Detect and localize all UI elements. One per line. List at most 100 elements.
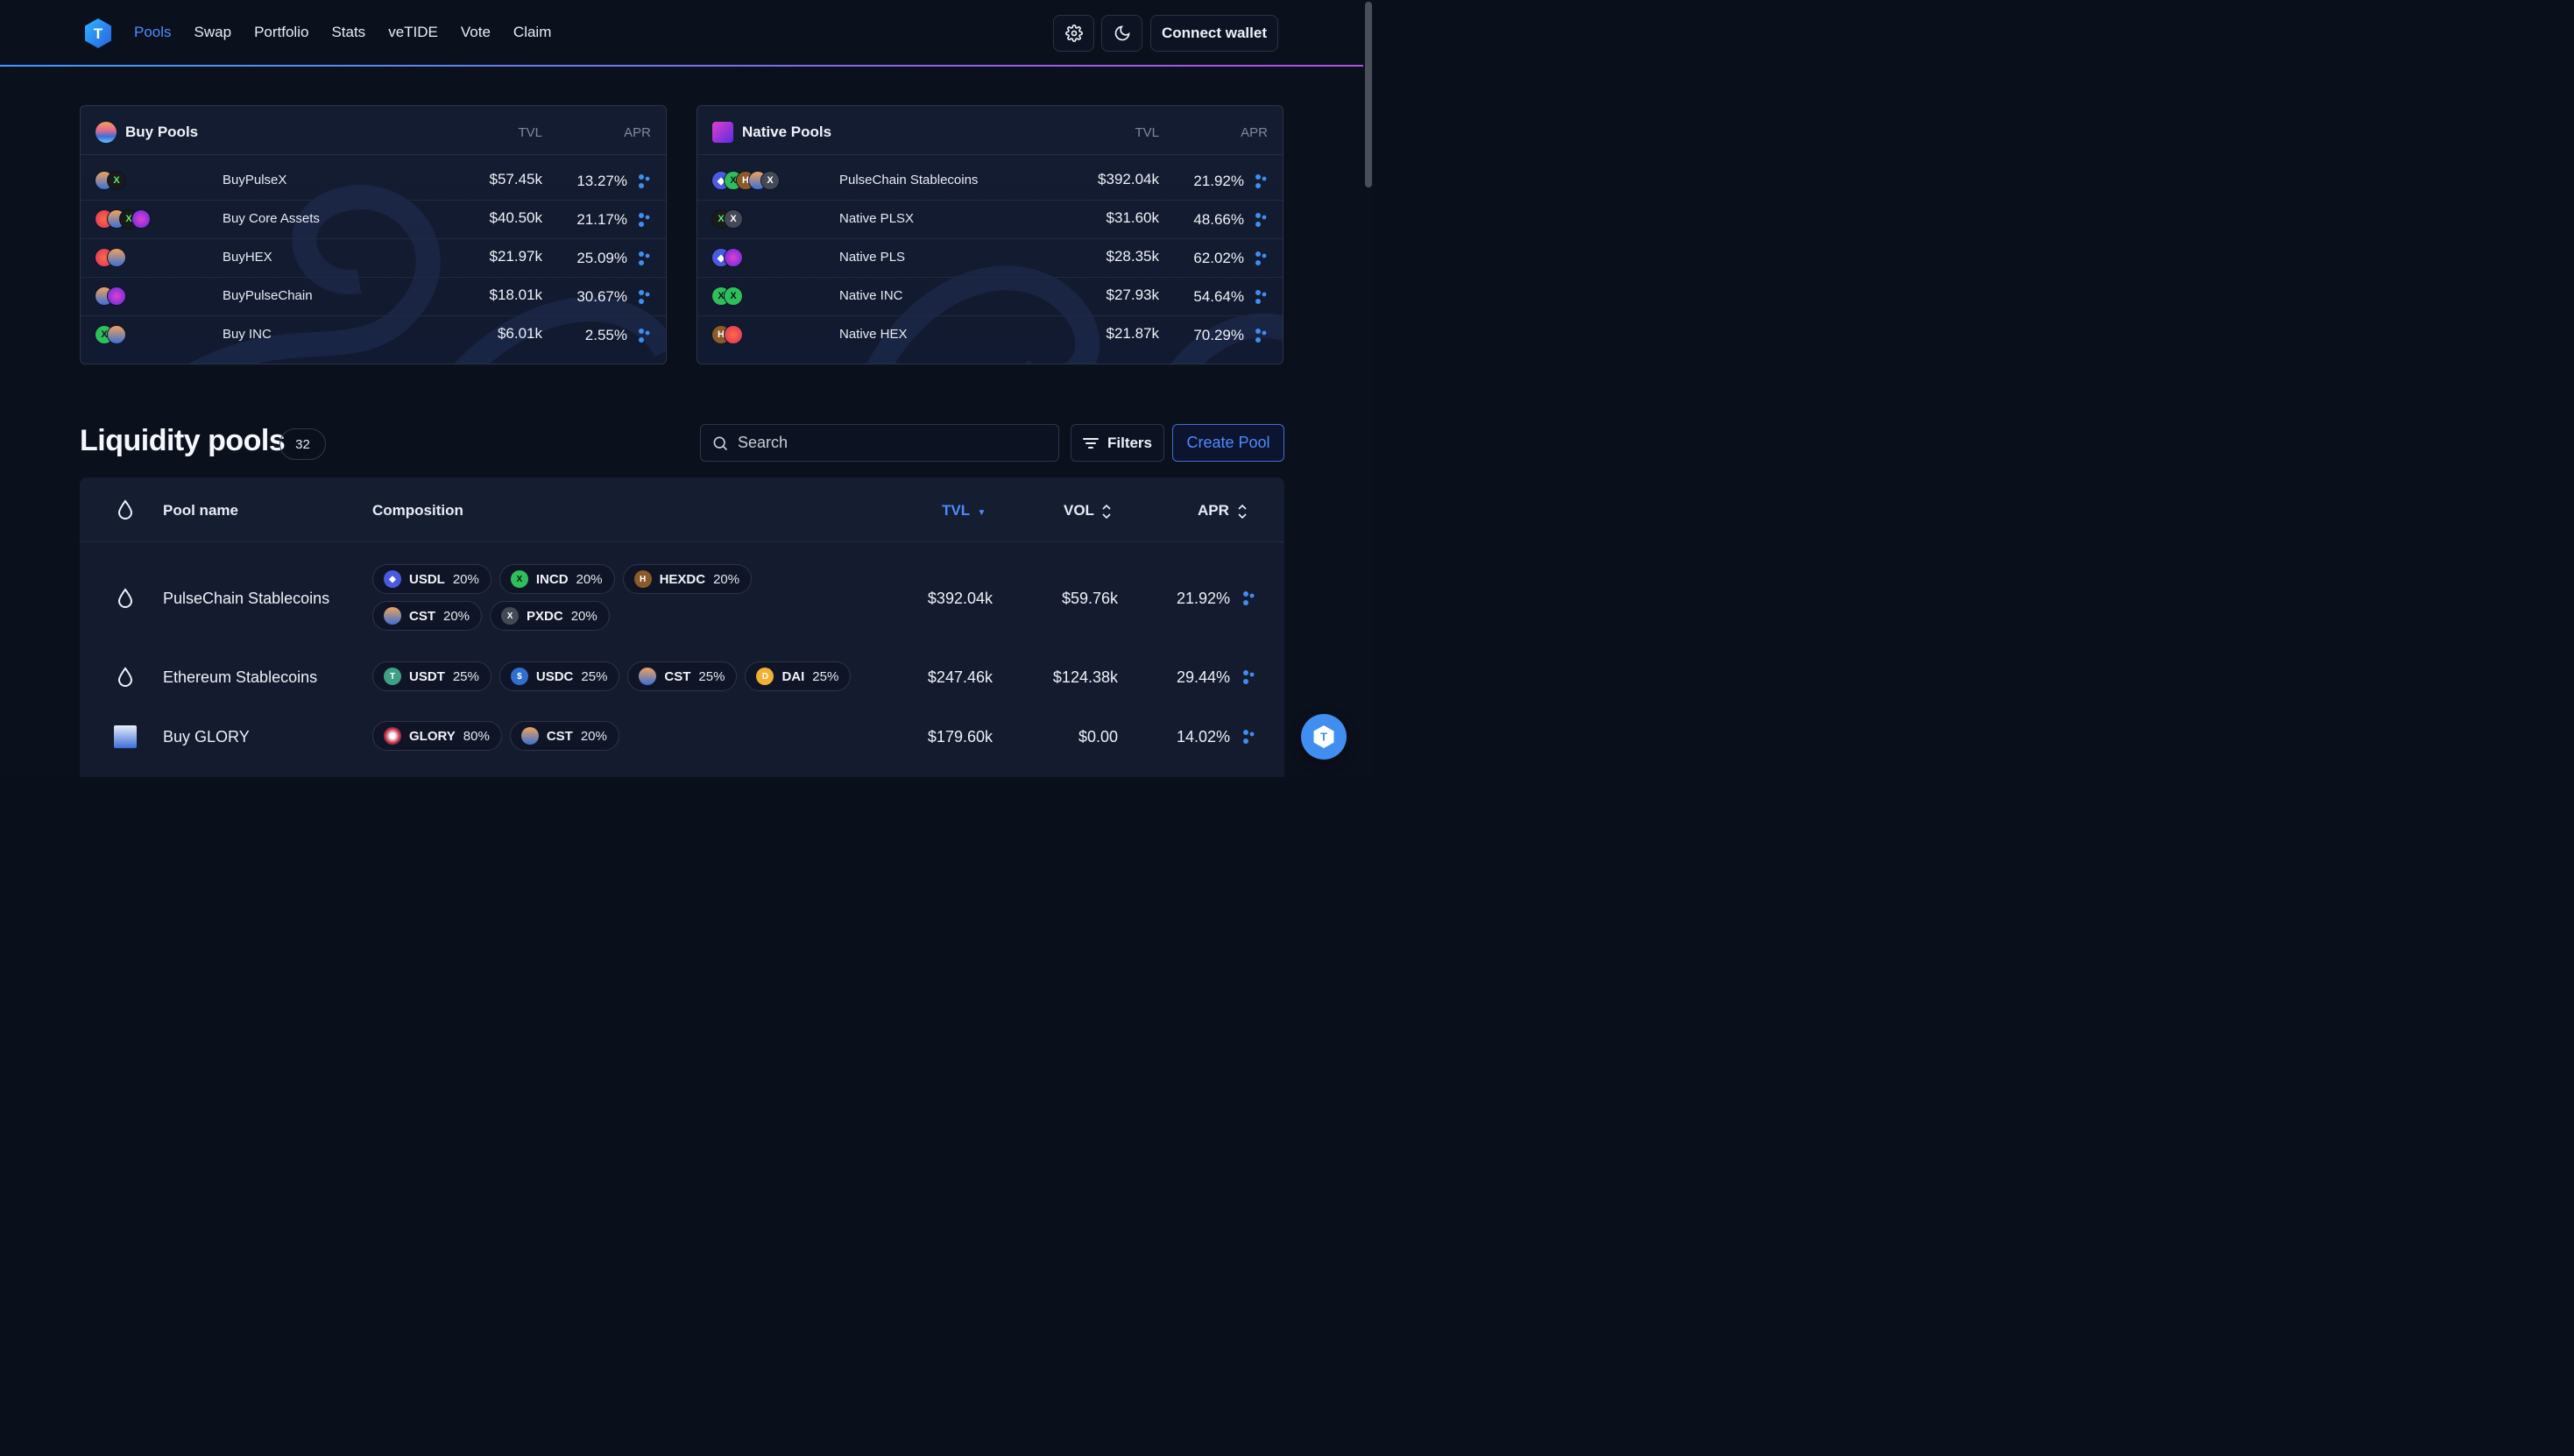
scrollbar-thumb[interactable] [1365,2,1372,187]
sort-desc-icon: ▼ [977,508,986,518]
col-vol[interactable]: VOL [1064,502,1112,520]
token-symbol: HEXDC [659,571,706,587]
token-chip: CST 20% [509,721,619,751]
token-weight: 20% [452,571,479,587]
pool-name: PulseChain Stablecoins [839,173,979,187]
pool-tvl: $28.35k [1106,248,1160,265]
col-apr-label: APR [1198,502,1229,519]
pool-row[interactable]: ◆ Native PLS $28.35k 62.02% [697,238,1283,278]
usdt-token-icon: T [384,668,401,685]
composition: T USDT 25% $ USDC 25% CST 25% D DAI 25% [372,661,898,691]
pool-count-badge: 32 [279,428,326,460]
dai-token-icon: D [756,668,774,685]
nav-claim[interactable]: Claim [513,24,552,40]
col-pool-name[interactable]: Pool name [163,502,238,519]
incd-token-icon: X [510,570,528,588]
pool-tvl: $247.46k [927,668,993,686]
table-row[interactable]: PulseChain Stablecoins ◆ USDL 20% X INCD 20%… [80,541,1284,664]
help-fab-button[interactable]: T [1301,714,1347,760]
pool-row[interactable]: X Buy Core Assets $40.50k 21.17% [81,200,666,239]
svg-text:T: T [1320,731,1327,744]
col-tvl-label: TVL [942,502,970,519]
filters-label: Filters [1107,434,1153,451]
nav-vote[interactable]: Vote [460,24,491,40]
pool-apr: 21.17% [576,211,627,228]
nav-stats[interactable]: Stats [331,24,366,40]
pool-tvl: $40.50k [489,209,543,226]
connect-wallet-button[interactable]: Connect wallet [1150,15,1278,52]
settings-button[interactable] [1053,15,1094,52]
pool-apr: 62.02% [1193,250,1244,266]
token-weight: 20% [713,571,740,587]
apr-dots-icon [639,329,650,343]
apr-dots-icon [1255,251,1267,265]
tide-logo[interactable]: T [83,18,113,49]
nav-portfolio[interactable]: Portfolio [254,24,309,40]
moon-icon [1114,25,1130,41]
pool-row[interactable]: X Buy INC $6.01k 2.55% [81,315,666,354]
create-pool-button[interactable]: Create Pool [1172,424,1284,462]
token-chip: GLORY 80% [372,721,502,751]
token-chip: X PXDC 20% [490,601,610,631]
token-chip: H HEXDC 20% [622,564,753,594]
pool-row[interactable]: BuyPulseChain $18.01k 30.67% [81,277,666,316]
cst-token-icon [639,668,657,685]
apr-dots-icon [1255,329,1267,343]
search-icon [713,436,728,450]
pool-tvl: $179.60k [927,728,993,746]
token-symbol: CST [546,728,573,744]
table-row[interactable]: Buy GLORY GLORY 80% CST 20% $179.60k $0.00… [80,721,1284,777]
buy-pools-card: Buy Pools TVL APR X BuyPulseX $57.45k 13… [80,105,667,364]
apr-dots-icon[interactable] [1242,590,1255,606]
pool-apr: 25.09% [576,250,627,266]
col-apr: APR [624,125,651,140]
apr-dots-icon[interactable] [1242,729,1255,745]
col-apr[interactable]: APR [1198,502,1248,520]
drop-icon [117,667,133,687]
search-input[interactable] [736,433,1037,453]
table-row[interactable]: Ethereum Stablecoins T USDT 25% $ USDC 25% C… [80,661,1284,724]
cst-token-icon [107,248,126,267]
apr-dots-icon[interactable] [1242,669,1255,685]
token-symbol: PXDC [527,608,563,624]
pxdc-token-icon: X [501,607,520,625]
pool-row[interactable]: ◆ X H X PulseChain Stablecoins $392.04k 21.… [697,161,1283,201]
apr-dots-icon [1255,174,1267,188]
filters-button[interactable]: Filters [1071,424,1164,462]
pool-tvl: $57.45k [489,171,543,187]
nav-pools[interactable]: Pools [134,24,172,40]
page-scrollbar[interactable] [1363,0,1374,777]
pool-apr: 70.29% [1193,327,1244,343]
apr-dots-icon [639,213,650,227]
nav-vetide[interactable]: veTIDE [388,24,438,40]
page: T Pools Swap Portfolio Stats veTIDE Vote… [0,0,1374,777]
sort-icon [1238,504,1247,519]
token-weight: 25% [581,668,608,684]
token-chip: D DAI 25% [745,661,852,691]
native-pools-icon [712,122,733,143]
hex-token-icon [724,325,743,344]
pls-token-icon [107,286,126,306]
pool-apr: 21.92% [1176,590,1230,607]
pool-row[interactable]: X BuyPulseX $57.45k 13.27% [81,161,666,201]
token-chip: CST 20% [372,601,483,631]
nav-swap[interactable]: Swap [194,24,232,40]
table-header: Pool name Composition TVL ▼ VOL APR [80,477,1284,542]
pool-apr: 13.27% [576,173,627,189]
svg-text:T: T [94,25,103,42]
top-navbar: T Pools Swap Portfolio Stats veTIDE Vote… [0,0,1374,67]
pool-tvl: $31.60k [1106,209,1160,226]
pool-row[interactable]: BuyHEX $21.97k 25.09% [81,238,666,278]
composition: ◆ USDL 20% X INCD 20% H HEXDC 20% CST 20% X PXDC… [372,564,775,631]
pool-name: Native HEX [839,327,908,342]
pool-row[interactable]: H Native HEX $21.87k 70.29% [697,315,1283,354]
token-symbol: CST [664,668,691,684]
wave-decoration [866,265,1283,364]
pool-name: BuyHEX [223,250,272,265]
apr-dots-icon [639,290,650,304]
cst-token-icon [384,607,401,625]
col-tvl[interactable]: TVL ▼ [942,502,986,519]
theme-toggle-button[interactable] [1101,15,1142,52]
